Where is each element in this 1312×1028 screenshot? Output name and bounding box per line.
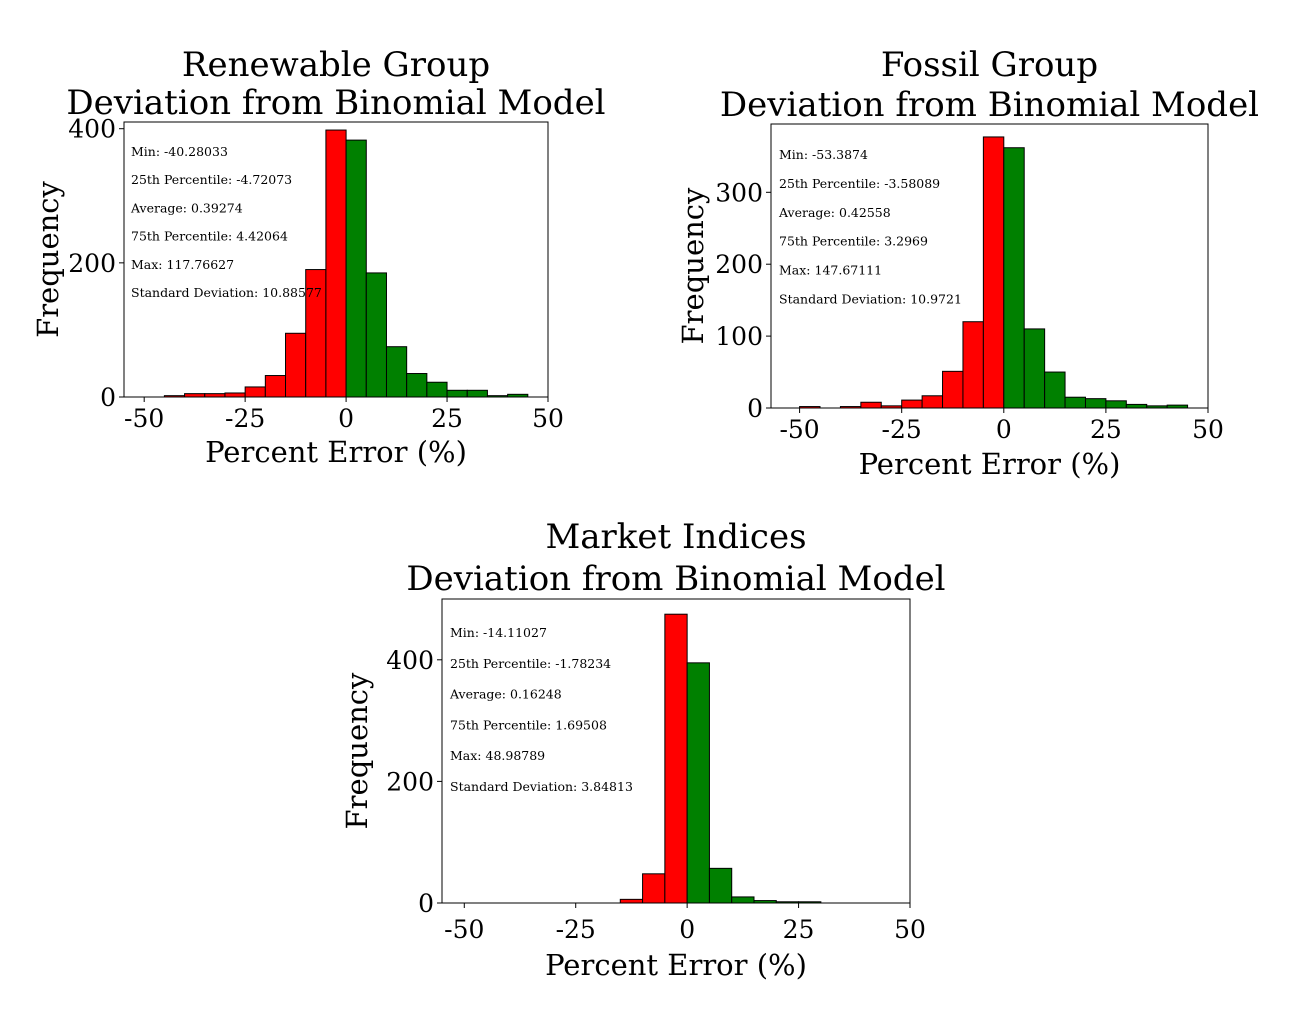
y-tick-label: 200 (715, 250, 763, 279)
chart-title-line: Deviation from Binomial Model (66, 83, 605, 123)
chart-title-line: Deviation from Binomial Model (406, 559, 945, 599)
plot-frame (123, 121, 549, 398)
stat-annotation: Average: 0.42558 (778, 205, 891, 220)
y-tick-label: 0 (418, 889, 434, 918)
histogram-bar (224, 392, 246, 398)
stat-annotation: Average: 0.16248 (449, 687, 562, 702)
chart-title-line: Fossil Group (881, 45, 1098, 85)
y-tick-label: 200 (68, 249, 116, 278)
stat-annotation: 75th Percentile: 1.69508 (450, 717, 607, 732)
histogram-bar (1064, 396, 1086, 409)
histogram-bar (942, 370, 964, 409)
stat-annotation: Standard Deviation: 10.88577 (131, 285, 322, 300)
x-tick-label: 25 (783, 915, 815, 944)
stat-annotation: Standard Deviation: 10.9721 (779, 292, 962, 307)
stat-annotation: Min: -14.11027 (450, 625, 547, 640)
y-tick-label: 200 (386, 767, 434, 796)
histogram-bar (1044, 371, 1066, 409)
histogram-bar (204, 393, 226, 398)
stat-annotation: Min: -40.28033 (131, 144, 228, 159)
x-tick-label: 50 (1192, 415, 1224, 444)
stat-annotation: 25th Percentile: -1.78234 (450, 656, 611, 671)
x-tick-label: 50 (532, 404, 564, 433)
x-tick-label: -25 (556, 915, 596, 944)
x-tick-label: 50 (894, 915, 926, 944)
chart-title-line: Market Indices (545, 517, 806, 557)
histogram-bar (731, 896, 755, 904)
histogram-bar (466, 389, 488, 398)
y-axis-label: Frequency (340, 672, 374, 829)
histogram-bar (325, 129, 347, 398)
histogram-bar (1003, 147, 1025, 409)
y-tick-label: 400 (386, 646, 434, 675)
x-axis-label: Percent Error (%) (545, 948, 807, 982)
stat-annotation: 25th Percentile: -3.58089 (779, 176, 940, 191)
y-tick-label: 100 (715, 322, 763, 351)
chart-title-line: Renewable Group (182, 45, 490, 85)
stat-annotation: 75th Percentile: 4.42064 (131, 229, 288, 244)
histogram-bar (1023, 328, 1046, 409)
y-tick-label: 0 (747, 394, 763, 423)
x-tick-label: -50 (124, 404, 164, 433)
stat-annotation: Max: 147.67111 (779, 263, 882, 278)
histogram-bar (365, 272, 387, 398)
histogram-bar (982, 136, 1005, 409)
plot-frame (770, 123, 1209, 409)
x-tick-label: 25 (1090, 415, 1122, 444)
x-axis-label: Percent Error (%) (859, 447, 1121, 481)
histogram-bar (686, 662, 710, 904)
histogram-bar (664, 613, 688, 904)
histogram-bar (921, 395, 944, 409)
histogram-bar (962, 321, 984, 409)
stat-annotation: Min: -53.3874 (779, 147, 868, 162)
plot-frame (441, 598, 911, 904)
y-axis-label: Frequency (676, 187, 710, 344)
histogram-bar (860, 401, 882, 409)
x-tick-label: -50 (779, 415, 819, 444)
chart-title-line: Deviation from Binomial Model (720, 85, 1259, 125)
histogram-bar (264, 375, 287, 398)
x-axis-label: Percent Error (%) (205, 435, 467, 469)
y-tick-label: 300 (715, 178, 763, 207)
histogram-bar (385, 346, 408, 398)
histogram-bar (1084, 398, 1107, 409)
histogram-bar (619, 898, 644, 904)
histogram-bar (406, 373, 428, 398)
x-tick-label: 0 (679, 915, 695, 944)
stat-annotation: 25th Percentile: -4.72073 (131, 172, 292, 187)
x-tick-label: 25 (431, 404, 463, 433)
histogram-bar (708, 867, 733, 904)
histogram-bar (184, 393, 206, 398)
stat-annotation: Max: 117.76627 (131, 257, 234, 272)
x-tick-label: -50 (444, 915, 484, 944)
histogram-bar (901, 399, 923, 409)
histogram-bar (285, 332, 307, 398)
stat-annotation: Standard Deviation: 3.84813 (450, 779, 633, 794)
y-axis-label: Frequency (31, 180, 65, 337)
stat-annotation: Average: 0.39274 (130, 200, 243, 215)
histogram-bar (426, 381, 448, 398)
y-tick-label: 0 (100, 383, 116, 412)
histogram-bar (446, 389, 468, 398)
histogram-bar (244, 386, 266, 398)
x-tick-label: -25 (882, 415, 922, 444)
x-tick-label: -25 (225, 404, 265, 433)
histogram-bar (345, 139, 367, 398)
x-tick-label: 0 (338, 404, 354, 433)
x-tick-label: 0 (996, 415, 1012, 444)
stat-annotation: Max: 48.98789 (450, 748, 545, 763)
histogram-bar (1105, 400, 1127, 409)
histogram-bar (642, 873, 666, 904)
y-tick-label: 400 (68, 115, 116, 144)
stat-annotation: 75th Percentile: 3.2969 (779, 234, 928, 249)
histogram-bar (1125, 403, 1148, 409)
